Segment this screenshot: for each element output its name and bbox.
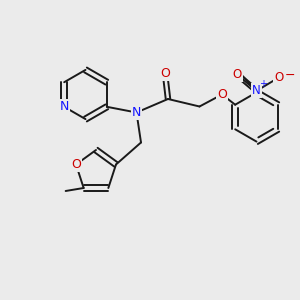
Text: O: O (232, 68, 242, 81)
Text: +: + (259, 79, 267, 89)
Text: N: N (132, 106, 141, 119)
Text: O: O (274, 71, 284, 84)
Text: O: O (160, 67, 170, 80)
Text: N: N (59, 100, 69, 113)
Text: O: O (217, 88, 227, 101)
Text: N: N (252, 84, 261, 98)
Text: −: − (285, 68, 296, 82)
Text: O: O (71, 158, 81, 171)
